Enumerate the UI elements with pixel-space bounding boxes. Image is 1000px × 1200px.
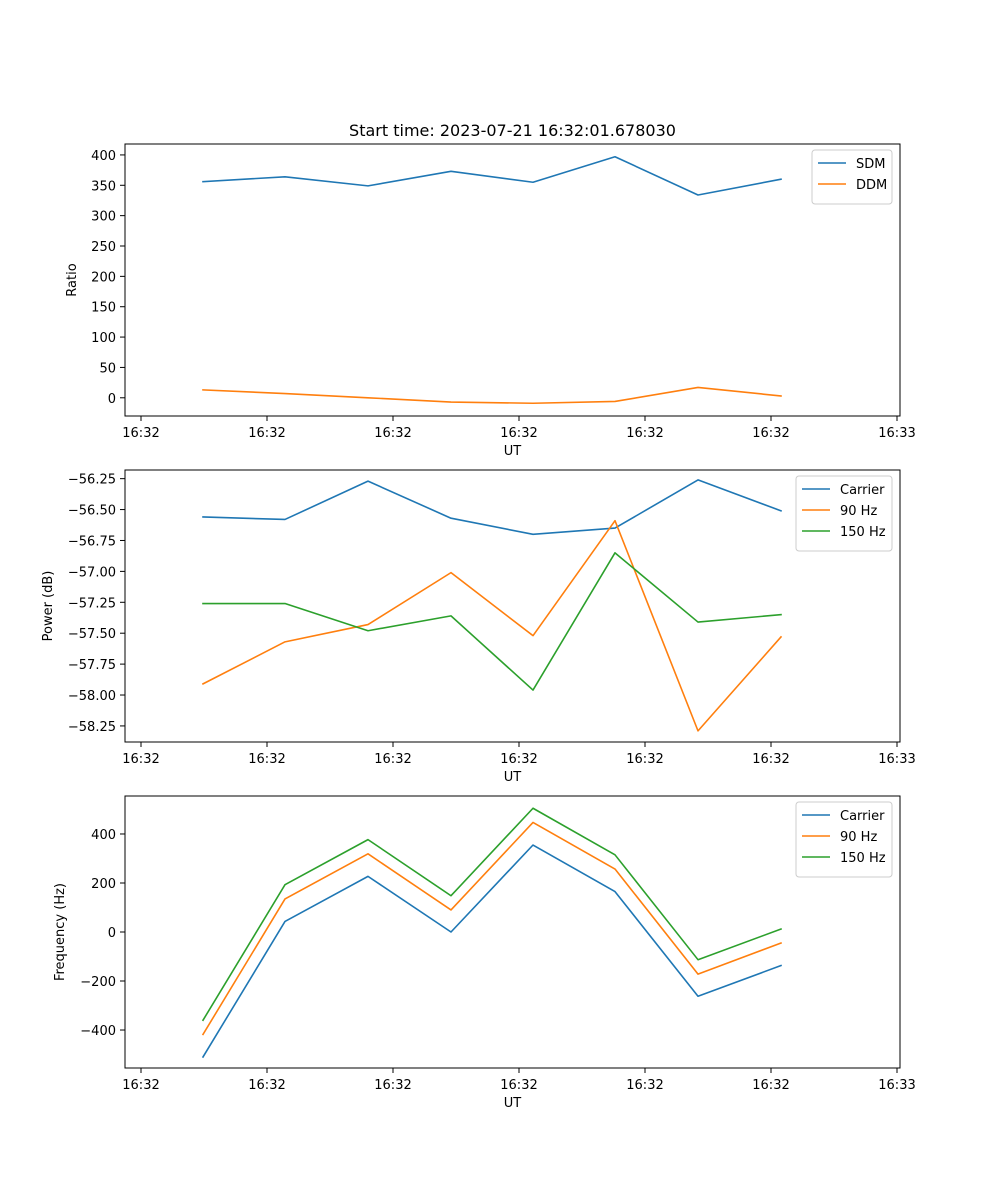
x-tick-label: 16:32 <box>752 1078 789 1093</box>
series-line-sdm <box>202 155 782 196</box>
x-tick-label: 16:33 <box>878 752 915 767</box>
y-tick-label: 50 <box>99 361 116 376</box>
y-tick-label: −57.00 <box>68 565 116 580</box>
y-tick-label: 350 <box>91 179 116 194</box>
legend-label: 90 Hz <box>840 504 877 519</box>
x-tick-label: 16:32 <box>626 752 663 767</box>
x-tick-label: 16:32 <box>500 426 537 441</box>
plot-frame <box>124 469 901 743</box>
x-tick-label: 16:32 <box>248 752 285 767</box>
legend-label: DDM <box>856 178 887 193</box>
y-tick-label: −57.75 <box>68 658 116 673</box>
x-axis-label: UT <box>504 1096 522 1111</box>
chart-panel-2: 16:32 16:32 16:32 16:32 16:32 16:32 16:33 UT −58… <box>41 469 916 785</box>
y-tick-label: 200 <box>91 270 116 285</box>
legend-label: Carrier <box>840 809 885 824</box>
legend: SDM DDM <box>811 149 893 205</box>
x-tick-label: 16:33 <box>878 426 915 441</box>
x-tick-label: 16:32 <box>122 752 159 767</box>
y-tick-label: 250 <box>91 240 116 255</box>
legend: Carrier 90 Hz 150 Hz <box>795 475 893 552</box>
y-tick-label: 400 <box>91 828 116 843</box>
y-tick-label: −57.50 <box>68 627 116 642</box>
y-tick-label: 200 <box>91 877 116 892</box>
x-tick-label: 16:32 <box>374 752 411 767</box>
y-tick-label: −200 <box>80 975 116 990</box>
series-line-ddm <box>202 386 782 405</box>
x-tick-label: 16:32 <box>752 752 789 767</box>
y-tick-label: −58.00 <box>68 689 116 704</box>
x-tick-label: 16:32 <box>374 426 411 441</box>
y-axis-label: Ratio <box>65 263 80 296</box>
series-line-150-hz <box>202 552 782 691</box>
series-line-carrier <box>202 479 783 536</box>
x-tick-label: 16:32 <box>374 1078 411 1093</box>
y-tick-label: 0 <box>108 392 116 407</box>
x-tick-label: 16:32 <box>500 752 537 767</box>
legend: Carrier 90 Hz 150 Hz <box>795 801 893 878</box>
legend-label: 150 Hz <box>840 525 886 540</box>
series-line-90-hz <box>201 821 783 1036</box>
x-tick-label: 16:32 <box>626 426 663 441</box>
legend-box <box>795 475 893 552</box>
chart-title: Start time: 2023-07-21 16:32:01.678030 <box>349 121 676 140</box>
x-tick-label: 16:32 <box>626 1078 663 1093</box>
x-tick-label: 16:32 <box>752 426 789 441</box>
y-tick-label: −57.25 <box>68 596 116 611</box>
y-tick-label: −56.75 <box>68 534 116 549</box>
y-tick-label: 100 <box>91 331 116 346</box>
y-tick-label: −56.25 <box>68 473 116 488</box>
series-line-carrier <box>201 844 783 1059</box>
y-tick-label: −400 <box>80 1024 116 1039</box>
legend-box <box>795 801 893 878</box>
x-axis-label: UT <box>504 444 522 459</box>
y-tick-label: −58.25 <box>68 720 116 735</box>
x-tick-label: 16:32 <box>122 426 159 441</box>
plot-frame <box>124 143 901 417</box>
y-tick-label: 300 <box>91 210 116 225</box>
x-tick-label: 16:32 <box>500 1078 537 1093</box>
plot-frame <box>124 795 901 1069</box>
series-line-150-hz <box>201 807 783 1022</box>
x-tick-label: 16:32 <box>122 1078 159 1093</box>
x-tick-label: 16:33 <box>878 1078 915 1093</box>
legend-label: Carrier <box>840 483 885 498</box>
x-tick-label: 16:32 <box>248 426 285 441</box>
legend-label: 90 Hz <box>840 830 877 845</box>
y-tick-label: 0 <box>108 926 116 941</box>
chart-panel-1: Start time: 2023-07-21 16:32:01.678030 16… <box>65 121 916 459</box>
legend-label: SDM <box>856 157 885 172</box>
legend-label: 150 Hz <box>840 851 886 866</box>
x-axis-label: UT <box>504 770 522 785</box>
x-tick-label: 16:32 <box>248 1078 285 1093</box>
series-line-90-hz <box>201 519 783 732</box>
y-tick-label: 400 <box>91 149 116 164</box>
chart-panel-3: 16:32 16:32 16:32 16:32 16:32 16:32 16:33 UT −40… <box>53 795 916 1111</box>
y-tick-label: −56.50 <box>68 504 116 519</box>
y-tick-label: 150 <box>91 301 116 316</box>
y-axis-label: Power (dB) <box>41 571 56 642</box>
y-axis-label: Frequency (Hz) <box>53 883 68 981</box>
